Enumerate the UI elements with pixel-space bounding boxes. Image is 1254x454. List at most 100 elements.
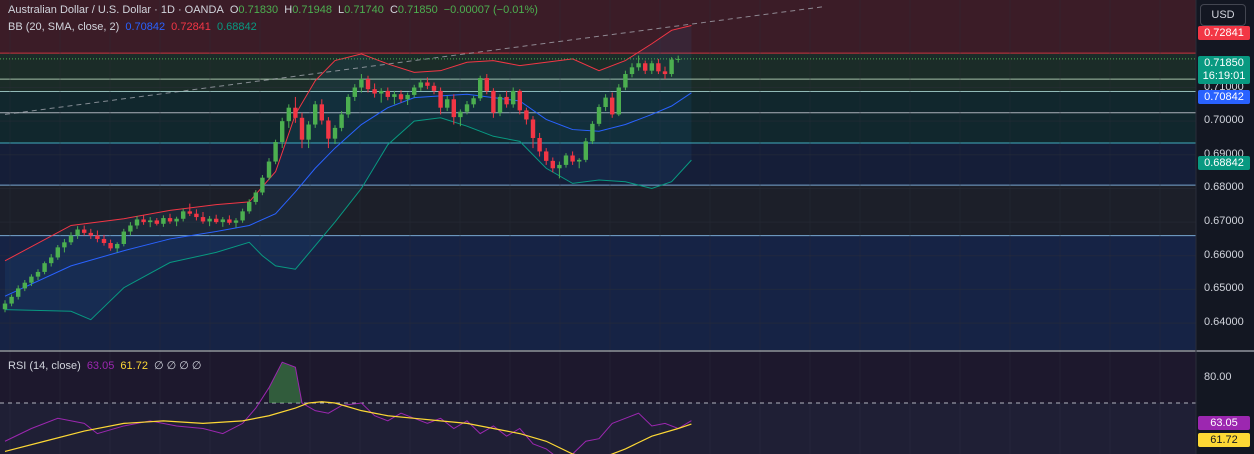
candle — [603, 97, 608, 108]
candle — [174, 218, 179, 222]
candle — [372, 89, 377, 94]
candle — [220, 219, 225, 223]
candle — [306, 124, 311, 140]
candle — [570, 155, 575, 162]
candle — [669, 59, 674, 75]
bb-upper-line — [4, 25, 692, 262]
candle — [22, 282, 27, 289]
candle — [484, 78, 489, 91]
candle — [563, 155, 569, 165]
candle — [398, 94, 404, 100]
candle — [339, 114, 344, 128]
candle — [583, 141, 588, 160]
candle — [623, 74, 628, 88]
open-label: O — [229, 4, 239, 16]
candle — [662, 71, 668, 75]
candle — [596, 107, 602, 124]
candle — [253, 192, 258, 202]
candle — [392, 94, 397, 97]
candle — [491, 90, 496, 113]
low-label: L — [338, 4, 345, 16]
candle — [214, 218, 219, 223]
candle — [438, 90, 443, 108]
candle — [121, 231, 126, 244]
rsi-value: 63.05 — [86, 360, 115, 372]
candle — [405, 94, 410, 100]
candle — [418, 82, 423, 88]
candle — [636, 63, 641, 68]
candle — [108, 242, 113, 249]
price-tick-label: 0.68000 — [1204, 181, 1244, 194]
candle — [524, 110, 529, 120]
bb-legend[interactable]: BB (20, SMA, close, 2) 0.70842 0.72841 0… — [8, 21, 260, 33]
candle — [504, 96, 509, 105]
rsi-tick-label: 80.00 — [1204, 370, 1232, 383]
candle — [200, 217, 206, 222]
rsi-badge: 63.05 — [1198, 416, 1250, 430]
candle — [233, 220, 239, 223]
candle — [62, 242, 67, 248]
candle — [266, 161, 272, 178]
rsi-band — [0, 403, 1196, 454]
candle — [154, 220, 159, 224]
candle — [511, 90, 516, 105]
candle — [293, 107, 298, 118]
rsi-legend[interactable]: RSI (14, close) 63.05 61.72 ∅ ∅ ∅ ∅ — [8, 359, 205, 372]
candle — [577, 159, 582, 162]
candle — [128, 225, 133, 232]
rsi-line — [4, 361, 692, 454]
candle — [240, 211, 245, 221]
candle — [425, 82, 430, 86]
candle — [286, 107, 291, 122]
level-zone — [0, 235, 1196, 350]
bb-upper-badge: 0.72841 — [1198, 26, 1250, 40]
candle — [207, 218, 212, 222]
rsi-overbought-zone — [0, 352, 1196, 403]
candle — [319, 104, 324, 121]
candle — [9, 296, 14, 304]
rsi-pane[interactable] — [0, 352, 1196, 454]
candle — [629, 67, 635, 75]
candle — [260, 177, 265, 193]
close-label: C — [389, 4, 398, 16]
candle — [115, 243, 120, 249]
candle — [550, 160, 555, 169]
trendline — [4, 6, 824, 115]
candle — [227, 219, 232, 223]
bb-basis-value: 0.70842 — [125, 21, 166, 33]
candle — [385, 90, 390, 97]
price-tick-label: 0.65000 — [1204, 282, 1244, 295]
symbol-title[interactable]: Australian Dollar / U.S. Dollar · 1D · O… — [8, 4, 224, 16]
candle — [412, 87, 417, 95]
low-value: 0.71740 — [344, 4, 384, 16]
candle — [445, 99, 450, 108]
candle — [49, 257, 54, 264]
bb-lower-line — [4, 117, 692, 321]
candle — [141, 219, 146, 223]
candle — [55, 247, 60, 258]
candle — [379, 90, 384, 94]
candle — [464, 104, 470, 112]
candle — [134, 219, 140, 226]
candle — [29, 276, 34, 283]
candle — [530, 119, 536, 138]
price-tick-label: 0.70000 — [1204, 114, 1244, 127]
candle — [346, 96, 351, 115]
candle — [181, 211, 186, 219]
currency-button[interactable]: USD — [1200, 4, 1246, 26]
candle — [544, 151, 549, 161]
candle — [82, 229, 87, 233]
candle — [273, 142, 278, 162]
candle — [313, 104, 318, 125]
candle — [35, 271, 41, 277]
price-tick-label: 0.67000 — [1204, 215, 1244, 228]
candle — [167, 218, 173, 222]
level-zone — [0, 53, 1196, 92]
candle — [332, 127, 338, 139]
candle — [458, 111, 463, 118]
rsi-label: RSI (14, close) — [8, 360, 81, 372]
level-zone — [0, 0, 1196, 54]
candle — [2, 303, 8, 310]
